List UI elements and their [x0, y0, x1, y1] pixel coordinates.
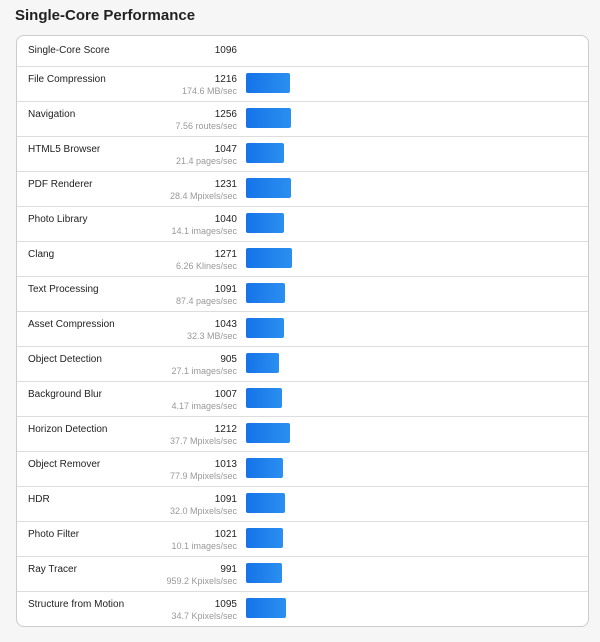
benchmark-throughput: 4.17 images/sec [171, 401, 237, 411]
benchmark-name: Object Remover [28, 459, 101, 470]
summary-row: Single-Core Score 1096 [17, 36, 588, 66]
benchmark-row: Text Processing 1091 87.4 pages/sec [17, 276, 588, 311]
benchmark-row: Photo Filter 1021 10.1 images/sec [17, 521, 588, 556]
benchmark-score: 991 [220, 564, 237, 575]
summary-score: 1096 [214, 45, 237, 56]
benchmark-score: 1021 [214, 529, 237, 540]
benchmark-name: Navigation [28, 109, 76, 120]
benchmark-name: Background Blur [28, 389, 102, 400]
benchmark-throughput: 959.2 Kpixels/sec [166, 576, 237, 586]
benchmark-name: Horizon Detection [28, 424, 108, 435]
benchmark-throughput: 87.4 pages/sec [175, 296, 237, 306]
benchmark-name: HDR [28, 494, 50, 505]
benchmark-throughput: 32.0 Mpixels/sec [169, 506, 237, 516]
score-bar [246, 458, 283, 478]
benchmark-row: HTML5 Browser 1047 21.4 pages/sec [17, 136, 588, 171]
benchmark-name: Ray Tracer [28, 564, 77, 575]
benchmark-throughput: 32.3 MB/sec [186, 331, 237, 341]
benchmark-throughput: 37.7 Mpixels/sec [169, 436, 237, 446]
benchmark-score: 1095 [214, 599, 237, 610]
results-table: Single-Core Score 1096 File Compression … [16, 35, 589, 627]
benchmark-row: Photo Library 1040 14.1 images/sec [17, 206, 588, 241]
benchmark-row: Object Remover 1013 77.9 Mpixels/sec [17, 451, 588, 486]
benchmark-row: HDR 1091 32.0 Mpixels/sec [17, 486, 588, 521]
benchmark-name: Clang [28, 249, 55, 260]
benchmark-row: File Compression 1216 174.6 MB/sec [17, 66, 588, 101]
score-bar [246, 283, 285, 303]
benchmark-score: 1216 [214, 74, 237, 85]
score-bar [246, 178, 291, 198]
benchmark-row: Navigation 1256 7.56 routes/sec [17, 101, 588, 136]
benchmark-throughput: 7.56 routes/sec [175, 121, 237, 131]
benchmark-row: Object Detection 905 27.1 images/sec [17, 346, 588, 381]
benchmark-score: 1007 [214, 389, 237, 400]
benchmark-row: Structure from Motion 1095 34.7 Kpixels/… [17, 591, 588, 626]
benchmark-score: 1091 [214, 494, 237, 505]
score-bar [246, 423, 290, 443]
benchmark-name: HTML5 Browser [28, 144, 101, 155]
benchmark-throughput: 21.4 pages/sec [175, 156, 237, 166]
score-bar [246, 318, 284, 338]
benchmark-score: 1231 [214, 179, 237, 190]
benchmark-score: 905 [220, 354, 237, 365]
score-bar [246, 493, 285, 513]
benchmark-score: 1212 [214, 424, 237, 435]
benchmark-row: Background Blur 1007 4.17 images/sec [17, 381, 588, 416]
score-bar [246, 563, 282, 583]
benchmark-name: File Compression [28, 74, 106, 85]
benchmark-throughput: 10.1 images/sec [171, 541, 237, 551]
benchmark-throughput: 28.4 Mpixels/sec [169, 191, 237, 201]
score-bar [246, 388, 282, 408]
benchmark-throughput: 27.1 images/sec [171, 366, 237, 376]
benchmark-name: Object Detection [28, 354, 102, 365]
benchmark-throughput: 14.1 images/sec [171, 226, 237, 236]
benchmark-row: Asset Compression 1043 32.3 MB/sec [17, 311, 588, 346]
benchmark-throughput: 34.7 Kpixels/sec [171, 611, 237, 621]
benchmark-score: 1043 [214, 319, 237, 330]
benchmark-score: 1271 [214, 249, 237, 260]
benchmark-throughput: 6.26 Klines/sec [175, 261, 237, 271]
score-bar [246, 108, 291, 128]
benchmark-name: PDF Renderer [28, 179, 93, 190]
page-title: Single-Core Performance [15, 7, 196, 24]
benchmark-score: 1091 [214, 284, 237, 295]
benchmark-score: 1013 [214, 459, 237, 470]
summary-label: Single-Core Score [28, 45, 110, 56]
benchmark-score: 1256 [214, 109, 237, 120]
benchmark-row: Horizon Detection 1212 37.7 Mpixels/sec [17, 416, 588, 451]
benchmark-name: Structure from Motion [28, 599, 125, 610]
benchmark-score: 1047 [214, 144, 237, 155]
score-bar [246, 598, 286, 618]
score-bar [246, 73, 290, 93]
benchmark-row: Ray Tracer 991 959.2 Kpixels/sec [17, 556, 588, 591]
score-bar [246, 143, 284, 163]
score-bar [246, 248, 292, 268]
benchmark-name: Photo Filter [28, 529, 80, 540]
score-bar [246, 213, 284, 233]
score-bar [246, 353, 279, 373]
benchmark-row: PDF Renderer 1231 28.4 Mpixels/sec [17, 171, 588, 206]
benchmark-throughput: 174.6 MB/sec [181, 86, 237, 96]
benchmark-name: Photo Library [28, 214, 88, 225]
benchmark-throughput: 77.9 Mpixels/sec [169, 471, 237, 481]
benchmark-score: 1040 [214, 214, 237, 225]
benchmark-name: Asset Compression [28, 319, 115, 330]
score-bar [246, 528, 283, 548]
benchmark-row: Clang 1271 6.26 Klines/sec [17, 241, 588, 276]
benchmark-name: Text Processing [28, 284, 99, 295]
